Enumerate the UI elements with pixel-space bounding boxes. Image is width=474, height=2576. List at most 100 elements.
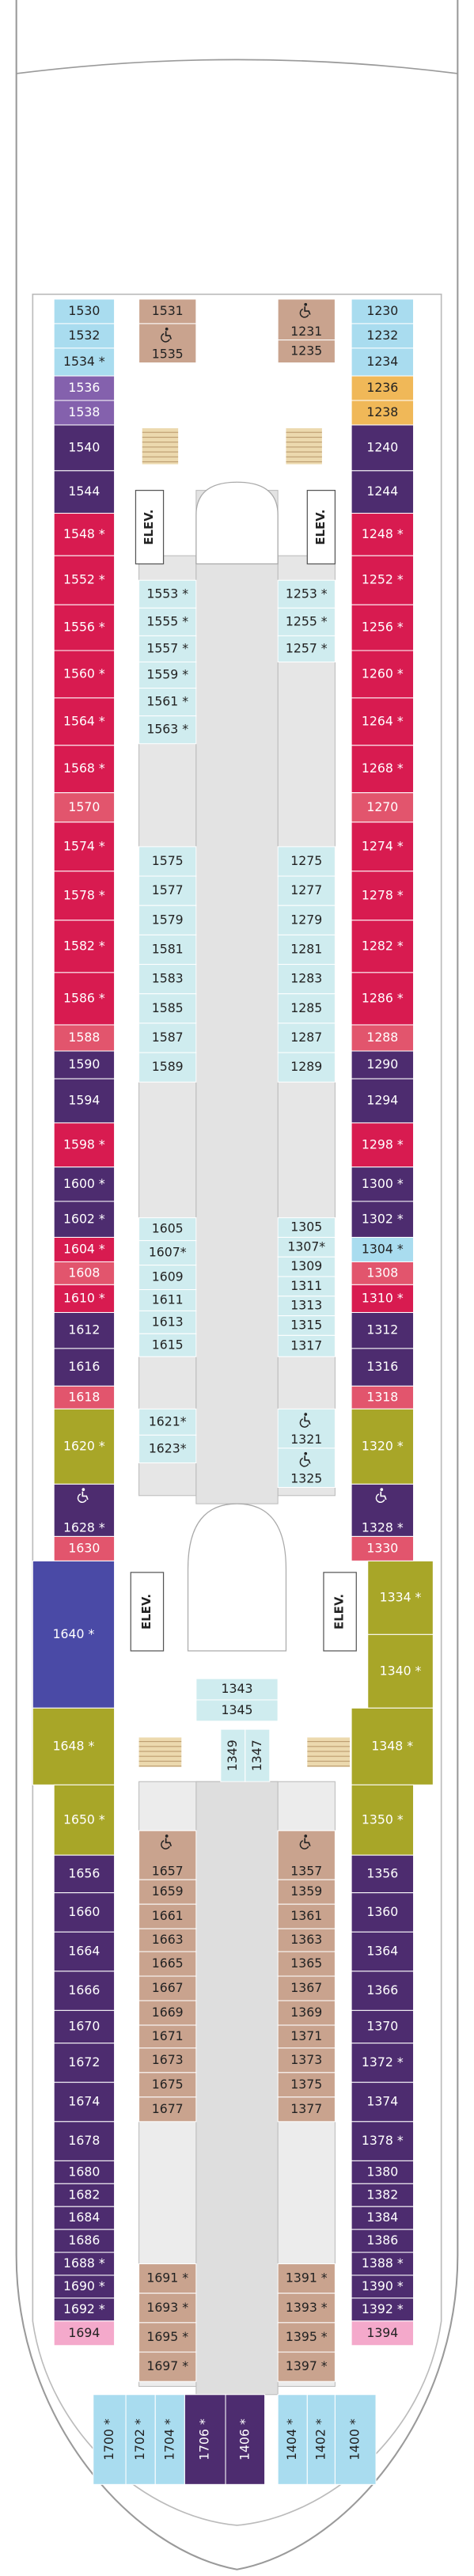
cabin-label: 1365	[290, 1956, 322, 1971]
cabin	[138, 2351, 197, 2382]
cabin-label: 1360	[366, 1904, 398, 1919]
cabin	[32, 1707, 116, 1785]
cabin-label: 1577	[152, 882, 184, 897]
cabin-label: 1607*	[149, 1245, 187, 1260]
cabin-label: 1402 *	[313, 2419, 328, 2460]
cabin-label: 1371	[290, 2028, 322, 2043]
cabin-label: 1255 *	[286, 613, 328, 628]
cabin-label: 1589	[152, 1059, 184, 1074]
cabin	[277, 905, 336, 935]
cabin-label: 1300 *	[362, 1176, 404, 1191]
cabin-label: 1308	[366, 1265, 398, 1280]
elevator-label: ELEV.	[142, 510, 156, 545]
cabin-label: 1395 *	[286, 2329, 328, 2344]
cabin-label: 1604 *	[63, 1241, 105, 1256]
cabin-label: 1578 *	[63, 887, 105, 902]
cabin	[351, 555, 415, 605]
cabin-label: 1388 *	[362, 2255, 404, 2271]
cabin-label: 1657	[152, 1863, 184, 1878]
accessible-icon	[304, 1416, 311, 1425]
cabin	[53, 1078, 116, 1124]
cabin	[351, 821, 415, 872]
cabin-label: 1579	[152, 912, 184, 927]
cabin-label: 1530	[68, 303, 100, 318]
cabin-label: 1702 *	[132, 2419, 147, 2460]
cabin-label: 1553 *	[146, 586, 188, 601]
cabin	[138, 2024, 197, 2049]
elevator	[306, 489, 336, 565]
cabin	[277, 2351, 336, 2382]
cabin	[53, 1348, 116, 1387]
cabin	[138, 661, 197, 689]
cabin	[53, 1535, 116, 1561]
cabin	[138, 1975, 197, 2001]
cabin	[277, 1903, 336, 1929]
cabin	[53, 1784, 116, 1856]
elevator	[130, 1572, 165, 1652]
elevator-label: ELEV.	[313, 510, 328, 545]
cabin	[220, 1728, 246, 1782]
cabin	[138, 993, 197, 1024]
cabin	[277, 875, 336, 906]
cabin	[53, 2043, 116, 2083]
cabin-label: 1628 *	[63, 1520, 105, 1535]
cabin	[351, 347, 415, 377]
cabin-label: 1330	[366, 1540, 398, 1555]
atrium	[195, 1781, 279, 2396]
cabin-label: 1256 *	[362, 620, 404, 635]
cabin	[277, 1276, 336, 1297]
cabin-label: 1690 *	[63, 2278, 105, 2293]
cabin-label: 1397 *	[286, 2358, 328, 2373]
cabin	[351, 920, 415, 973]
cabin	[277, 2263, 336, 2294]
cabin-label: 1384	[366, 2210, 398, 2225]
cabin-label: 1610 *	[63, 1290, 105, 1305]
cabin	[138, 1022, 197, 1053]
cabin	[277, 993, 336, 1024]
cabin-label: 1238	[366, 404, 398, 419]
cabin	[277, 1447, 336, 1488]
cabin-label: 1586 *	[63, 990, 105, 1005]
cabin-label: 1343	[222, 1681, 253, 1696]
cabin-label: 1605	[152, 1221, 184, 1236]
cabin	[351, 375, 415, 401]
accessible-icon	[304, 1413, 308, 1417]
cabin	[53, 2320, 116, 2346]
cabin-label: 1666	[68, 1982, 100, 1997]
cabin-label: 1697 *	[146, 2358, 188, 2373]
cabin	[351, 323, 415, 349]
cabin-label: 1682	[68, 2187, 100, 2202]
cabin-label: 1313	[290, 1298, 322, 1313]
cabin-label: 1281	[290, 941, 322, 956]
cabin-label: 1340 *	[380, 1663, 422, 1678]
cabin-label: 1298 *	[362, 1136, 404, 1151]
cabin-label: 1532	[68, 328, 100, 343]
accessible-icon	[82, 1491, 89, 1500]
cabin	[367, 1560, 434, 1635]
cabin	[138, 1240, 197, 1266]
cabin-label: 1664	[68, 1944, 100, 1959]
cabin	[277, 2024, 336, 2049]
cabin-label: 1570	[68, 799, 100, 814]
cabin-label: 1535	[152, 347, 184, 362]
cabin	[351, 424, 415, 472]
cabin-label: 1264 *	[362, 713, 404, 728]
cabin-label: 1275	[290, 853, 322, 868]
cabin-label: 1669	[152, 2005, 184, 2020]
accessible-icon	[165, 1838, 173, 1847]
cabin-label: 1349	[225, 1739, 240, 1771]
cabin	[351, 1854, 415, 1894]
cabin-label: 1350 *	[362, 1812, 404, 1827]
cabin	[351, 2183, 415, 2207]
cabin	[53, 2274, 116, 2299]
cabin-label: 1706 *	[197, 2419, 212, 2460]
cabin-label: 1390 *	[362, 2278, 404, 2293]
cabin	[277, 1022, 336, 1053]
cabin	[138, 2293, 197, 2324]
cabin	[53, 2081, 116, 2123]
cabin	[53, 555, 116, 605]
cabin-label: 1366	[366, 1982, 398, 1997]
cabin-label: 1393 *	[286, 2300, 328, 2315]
accessible-icon	[165, 327, 169, 331]
